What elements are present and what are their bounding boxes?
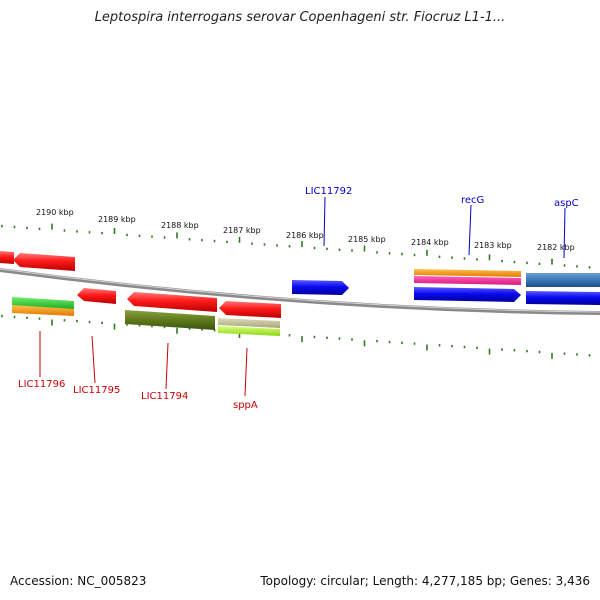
scale-label: 2187 kbp [223, 226, 261, 235]
forward-strand-genes [292, 269, 600, 305]
scale-label: 2190 kbp [36, 208, 74, 217]
scale-label: 2183 kbp [474, 241, 512, 250]
gene-label-lic11796[interactable]: LIC11796 [18, 379, 65, 390]
gene-label-lic11792[interactable]: LIC11792 [305, 186, 352, 197]
gene-lic11794[interactable] [127, 292, 217, 312]
scale-label: 2189 kbp [98, 215, 136, 224]
gene-label-lic11794[interactable]: LIC11794 [141, 391, 188, 402]
gene-recg[interactable] [414, 287, 521, 302]
gene-label-aspc[interactable]: aspC [554, 198, 579, 209]
scale-label: 2188 kbp [161, 221, 199, 230]
leader-lic11792 [323, 196, 326, 247]
leader-sppa [244, 347, 248, 397]
gene-label-recg[interactable]: recG [461, 195, 484, 206]
gene-labels-bottom: LIC11796 LIC11795 LIC11794 sppA [18, 379, 258, 411]
gene-lic11792[interactable] [292, 280, 349, 295]
lic11796-cog-band-orange[interactable] [12, 305, 74, 316]
lic11794-cog-band[interactable] [125, 310, 215, 330]
gene-label-sppa[interactable]: sppA [233, 400, 258, 411]
inner-tick-ruler [1, 314, 591, 359]
genome-backbone-highlight [0, 268, 600, 313]
scale-label: 2186 kbp [286, 231, 324, 240]
outer-tick-ruler [1, 223, 591, 269]
scale-label: 2182 kbp [537, 243, 575, 252]
genome-title: Leptospira interrogans serovar Copenhage… [94, 10, 506, 25]
leader-aspc [563, 207, 566, 259]
scale-label: 2185 kbp [348, 235, 386, 244]
gene-lic11796[interactable] [13, 253, 75, 271]
gene-red-partial[interactable] [0, 251, 14, 264]
accession-text: Accession: NC_005823 [10, 574, 147, 588]
genome-backbone [0, 268, 600, 315]
sppa-cog-band-lime[interactable] [218, 326, 280, 336]
leader-recg [468, 204, 472, 256]
gene-sppa[interactable] [219, 301, 281, 318]
gene-aspc[interactable] [526, 291, 600, 305]
recg-cog-band-orange[interactable] [414, 269, 521, 277]
gene-labels-top: LIC11792 recG aspC [305, 186, 579, 209]
genome-summary-text: Topology: circular; Length: 4,277,185 bp… [260, 574, 590, 588]
gene-label-lic11795[interactable]: LIC11795 [73, 385, 120, 396]
label-leaders [39, 196, 566, 397]
scale-label: 2184 kbp [411, 238, 449, 247]
scale-labels: 2190 kbp 2189 kbp 2188 kbp 2187 kbp 2186… [36, 208, 575, 252]
aspc-cog-band[interactable] [526, 273, 600, 287]
gene-lic11795[interactable] [77, 288, 116, 304]
sppa-cog-band-khaki[interactable] [218, 318, 280, 328]
recg-cog-band-pink[interactable] [414, 276, 521, 285]
leader-lic11794 [165, 342, 169, 390]
reverse-strand-genes [0, 251, 281, 336]
leader-lic11795 [91, 335, 96, 384]
